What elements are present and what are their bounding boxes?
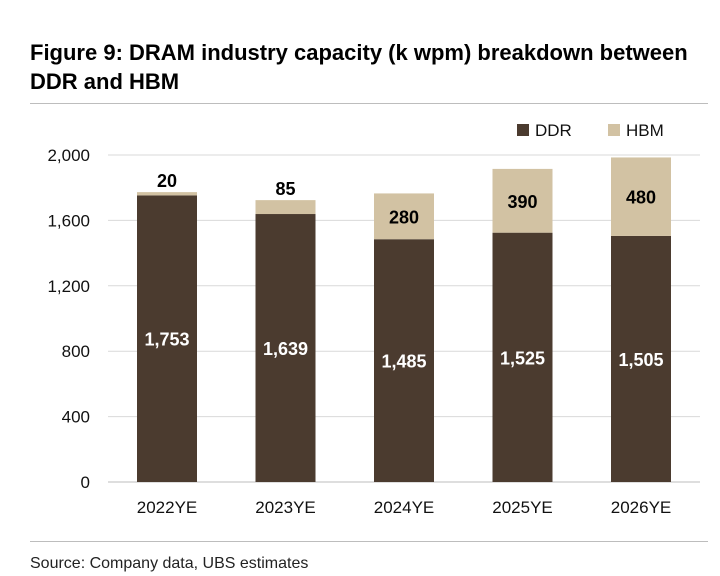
- legend-swatch: [517, 124, 529, 136]
- chart-title: Figure 9: DRAM industry capacity (k wpm)…: [30, 40, 688, 94]
- y-tick-label: 0: [81, 473, 90, 492]
- x-tick-label: 2024YE: [374, 498, 435, 517]
- y-tick-label: 1,200: [47, 277, 90, 296]
- data-label-ddr: 1,485: [381, 352, 426, 372]
- x-tick-label: 2023YE: [255, 498, 316, 517]
- y-tick-label: 400: [62, 408, 90, 427]
- data-label-hbm: 20: [157, 171, 177, 191]
- y-tick-label: 1,600: [47, 211, 90, 230]
- legend-label: DDR: [535, 121, 572, 140]
- data-label-ddr: 1,753: [144, 330, 189, 350]
- legend-swatch: [608, 124, 620, 136]
- bars: [137, 157, 671, 482]
- bar-ddr: [374, 239, 434, 482]
- bar-ddr: [492, 232, 553, 482]
- x-tick-label: 2022YE: [137, 498, 198, 517]
- bar-ddr: [137, 195, 197, 482]
- data-label-ddr: 1,505: [618, 350, 663, 370]
- bar-hbm: [137, 192, 197, 196]
- data-label-hbm: 390: [507, 192, 537, 212]
- stacked-bar-chart: 0 400 800 1,200 1,600 2,000 1,753 20 1,639 85 1,4…: [47, 121, 700, 517]
- x-tick-label: 2025YE: [492, 498, 553, 517]
- y-axis-ticks: 0 400 800 1,200 1,600 2,000: [47, 146, 90, 492]
- data-label-ddr: 1,639: [263, 339, 308, 359]
- data-labels: 1,753 20 1,639 85 1,485 280 1,525 390 1,505 480: [144, 171, 663, 371]
- x-tick-label: 2026YE: [611, 498, 672, 517]
- bar-hbm: [374, 193, 434, 240]
- y-tick-label: 2,000: [47, 146, 90, 165]
- data-label-hbm: 280: [389, 207, 419, 227]
- bar-ddr: [611, 235, 671, 482]
- bar-hbm: [492, 168, 553, 233]
- bar-ddr: [255, 214, 316, 482]
- source-divider: [30, 541, 708, 542]
- x-axis-ticks: 2022YE 2023YE 2024YE 2025YE 2026YE: [137, 498, 672, 517]
- data-label-hbm: 480: [626, 188, 656, 208]
- data-label-ddr: 1,525: [500, 348, 545, 368]
- bar-hbm: [611, 157, 671, 236]
- y-tick-label: 800: [62, 342, 90, 361]
- legend-label: HBM: [626, 121, 664, 140]
- title-divider: [30, 103, 708, 104]
- source-note: Source: Company data, UBS estimates: [30, 555, 309, 572]
- legend: DDR HBM: [517, 121, 664, 140]
- bar-hbm: [255, 200, 316, 215]
- data-label-hbm: 85: [275, 179, 295, 199]
